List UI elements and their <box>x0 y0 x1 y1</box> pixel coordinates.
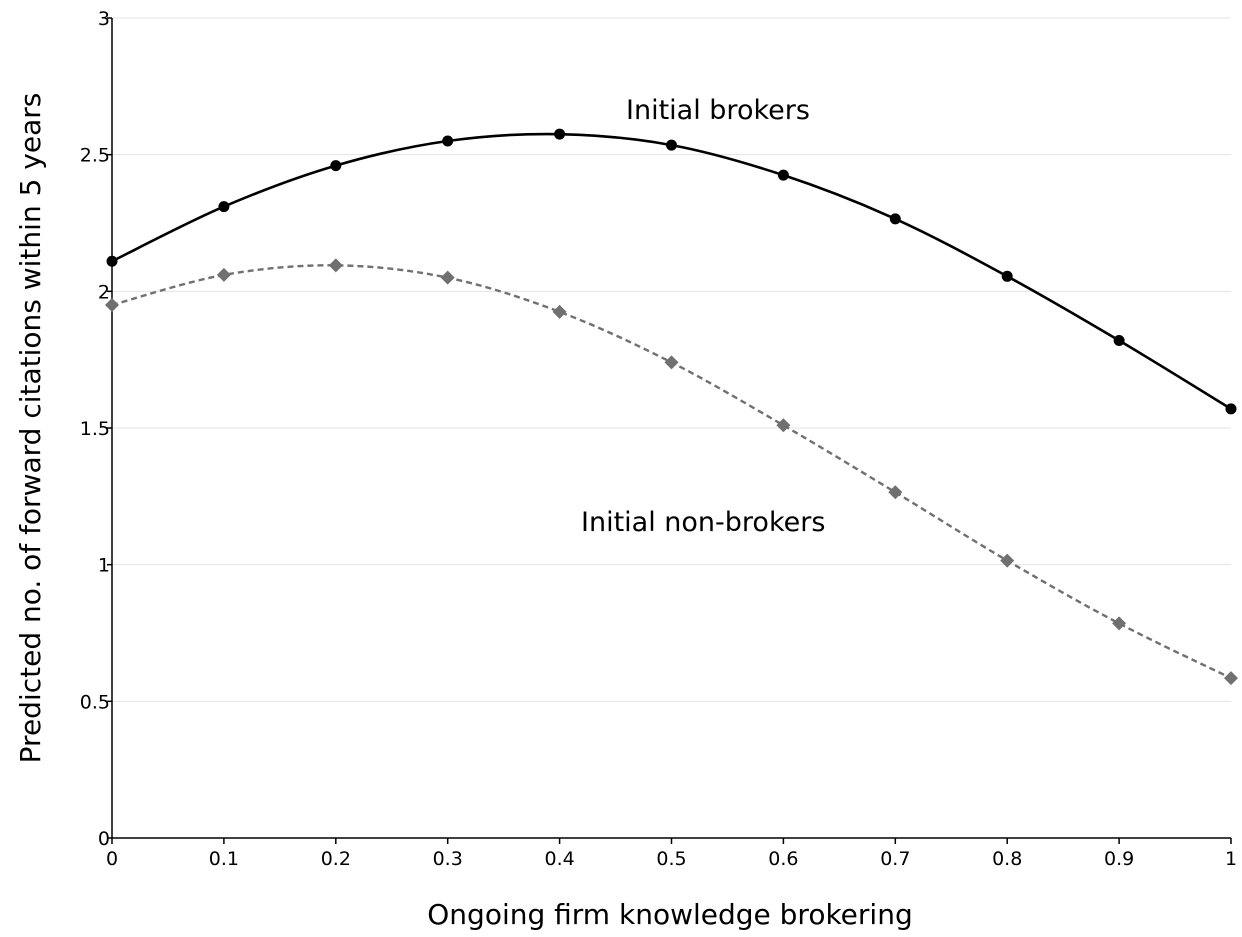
x-tick-label: 0.9 <box>1104 848 1134 870</box>
data-point-initial-brokers <box>330 160 342 172</box>
x-tick-label: 0.7 <box>880 848 910 870</box>
series-lines <box>111 132 1232 680</box>
series-line-initial-non-brokers <box>111 264 1232 680</box>
x-tick-label: 0.4 <box>544 848 574 870</box>
y-tick-label: 1.5 <box>80 418 110 440</box>
gridlines <box>112 17 1231 702</box>
y-tick-label: 3 <box>98 8 110 30</box>
y-axis-title: Predicted no. of forward citations withi… <box>14 93 47 764</box>
x-tick-label: 0.8 <box>992 848 1022 870</box>
series-label-initial-non-brokers: Initial non-brokers <box>581 507 825 538</box>
data-point-initial-brokers <box>889 213 901 225</box>
y-tick-label: 0 <box>98 828 110 850</box>
data-point-initial-brokers <box>1113 335 1125 347</box>
markers <box>105 128 1238 686</box>
data-point-initial-non-brokers <box>105 298 119 312</box>
x-tick-label: 1 <box>1225 848 1237 870</box>
data-point-initial-non-brokers <box>328 258 343 273</box>
data-point-initial-brokers <box>1001 270 1013 282</box>
series-label-initial-brokers: Initial brokers <box>626 95 810 126</box>
data-point-initial-brokers <box>777 169 789 181</box>
x-tick-label: 0.5 <box>656 848 686 870</box>
data-point-initial-brokers <box>218 201 230 213</box>
data-point-initial-non-brokers <box>1224 671 1238 686</box>
data-point-initial-non-brokers <box>1000 553 1015 568</box>
y-tick-label: 2 <box>98 281 110 303</box>
data-point-initial-non-brokers <box>440 270 455 285</box>
x-tick-label: 0.1 <box>209 848 239 870</box>
x-tick-label: 0.6 <box>768 848 798 870</box>
x-tick-label: 0 <box>106 848 118 870</box>
data-point-initial-brokers <box>1225 403 1237 415</box>
x-tick-label: 0.2 <box>321 848 351 870</box>
data-point-initial-brokers <box>554 128 566 140</box>
y-tick-label: 2.5 <box>80 145 110 167</box>
data-point-initial-brokers <box>666 139 677 151</box>
ticks: 0 0.5 1 1.5 2 2.5 3 0 0.1 0.2 0.3 0.4 0.5 0.6 0.7 0.8 0.… <box>80 8 1237 870</box>
data-point-initial-non-brokers <box>552 304 567 319</box>
data-point-initial-non-brokers <box>1112 616 1127 631</box>
data-point-initial-brokers <box>106 255 118 267</box>
data-point-initial-non-brokers <box>664 355 679 370</box>
data-point-initial-non-brokers <box>888 485 903 500</box>
data-point-initial-non-brokers <box>216 267 231 282</box>
data-point-initial-brokers <box>442 135 454 147</box>
x-axis-title: Ongoing firm knowledge brokering <box>427 898 912 931</box>
x-tick-label: 0.3 <box>433 848 463 870</box>
y-tick-label: 1 <box>98 555 110 577</box>
data-point-initial-non-brokers <box>776 418 791 433</box>
y-tick-label: 0.5 <box>80 691 110 713</box>
